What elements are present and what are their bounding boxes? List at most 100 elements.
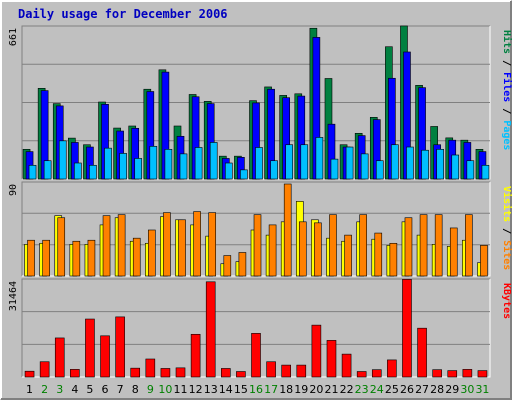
bar-sites-day-24 <box>374 232 383 277</box>
bar-kbytes-day-4 <box>70 369 80 378</box>
bar-pages-day-27 <box>421 149 429 180</box>
bar-pages-day-17 <box>270 160 278 180</box>
bar-sites-day-17 <box>268 224 277 277</box>
bar-sites-day-21 <box>329 214 337 277</box>
bar-sites-day-31 <box>480 245 488 277</box>
x-label-day-6: 6 <box>102 383 109 396</box>
kbytes-ymax-label: 31464 <box>8 281 19 311</box>
bar-kbytes-day-12 <box>190 333 201 378</box>
bar-pages-day-26 <box>406 146 414 180</box>
x-label-day-24: 24 <box>370 383 384 396</box>
bar-pages-day-18 <box>285 144 293 180</box>
bar-kbytes-day-9 <box>145 358 156 378</box>
bar-kbytes-day-16 <box>251 333 261 378</box>
x-label-day-4: 4 <box>71 383 78 396</box>
bar-kbytes-day-29 <box>447 370 458 378</box>
bar-sites-day-5 <box>87 239 96 277</box>
x-label-day-23: 23 <box>355 383 369 396</box>
chart-title: Daily usage for December 2006 <box>18 7 228 21</box>
bar-kbytes-day-21 <box>326 340 337 378</box>
bar-kbytes-day-26 <box>402 279 412 378</box>
bar-pages-day-6 <box>104 147 112 180</box>
bar-sites-day-19 <box>298 221 307 277</box>
bar-pages-day-21 <box>330 158 339 180</box>
bar-kbytes-day-17 <box>266 361 276 378</box>
bar-kbytes-day-11 <box>175 367 186 378</box>
x-label-day-27: 27 <box>415 383 429 396</box>
x-label-day-21: 21 <box>324 383 338 396</box>
bar-sites-day-18 <box>283 183 292 277</box>
legend-kbytes: KBytes <box>501 283 512 319</box>
x-label-day-9: 9 <box>147 383 154 396</box>
bar-sites-day-13 <box>208 212 217 277</box>
bar-kbytes-day-13 <box>205 281 216 378</box>
x-label-day-1: 1 <box>26 383 33 396</box>
bar-sites-day-10 <box>163 212 171 277</box>
legend-sites: Sites <box>501 240 512 270</box>
visits-legend: Visits / Sites <box>501 186 512 270</box>
bar-sites-day-2 <box>42 239 50 277</box>
bar-pages-day-3 <box>58 140 67 180</box>
bar-pages-day-9 <box>149 146 158 180</box>
bar-sites-day-1 <box>27 239 35 277</box>
bar-pages-day-11 <box>179 153 188 180</box>
bar-pages-day-14 <box>225 162 233 180</box>
bar-pages-day-10 <box>164 149 173 180</box>
x-label-day-31: 31 <box>475 383 489 396</box>
bar-sites-day-23 <box>359 214 367 277</box>
legend-visits: Visits <box>501 186 512 222</box>
bar-sites-day-29 <box>449 227 458 277</box>
bar-pages-day-8 <box>134 158 143 180</box>
bar-kbytes-day-19 <box>296 364 307 378</box>
bar-kbytes-day-3 <box>54 337 65 378</box>
bar-pages-day-13 <box>209 142 218 180</box>
bar-pages-day-16 <box>255 147 263 180</box>
x-label-day-2: 2 <box>41 383 48 396</box>
x-label-day-14: 14 <box>219 383 233 396</box>
visits-ymax-label: 90 <box>8 184 19 196</box>
bar-kbytes-day-30 <box>462 369 473 378</box>
visits-panel: 90 Visits / Sites <box>8 181 512 277</box>
bar-pages-day-19 <box>300 144 309 180</box>
bar-sites-day-12 <box>193 211 201 277</box>
x-label-day-11: 11 <box>174 383 188 396</box>
x-label-day-20: 20 <box>309 383 323 396</box>
x-label-day-7: 7 <box>117 383 124 396</box>
bar-pages-day-15 <box>240 169 248 180</box>
bar-kbytes-day-28 <box>432 369 442 378</box>
legend-files: Files <box>501 72 512 102</box>
bar-kbytes-day-23 <box>356 371 367 378</box>
bar-pages-day-4 <box>74 162 82 180</box>
x-label-day-25: 25 <box>385 383 399 396</box>
bar-kbytes-day-6 <box>100 335 110 378</box>
bar-sites-day-20 <box>314 222 322 277</box>
legend-pages: Pages <box>501 120 512 150</box>
x-label-day-28: 28 <box>430 383 444 396</box>
x-label-day-16: 16 <box>249 383 263 396</box>
x-label-day-30: 30 <box>460 383 474 396</box>
bar-pages-day-29 <box>451 154 460 180</box>
bar-sites-day-30 <box>465 214 473 277</box>
bar-kbytes-day-25 <box>387 359 397 378</box>
bar-pages-day-12 <box>194 147 203 180</box>
bar-kbytes-day-15 <box>236 371 246 378</box>
x-label-day-18: 18 <box>279 383 293 396</box>
x-label-day-13: 13 <box>204 383 218 396</box>
bar-sites-day-3 <box>57 217 66 277</box>
bar-kbytes-day-22 <box>341 353 352 378</box>
x-label-day-17: 17 <box>264 383 278 396</box>
x-label-day-5: 5 <box>86 383 93 396</box>
bar-kbytes-day-31 <box>477 370 488 378</box>
bar-pages-day-5 <box>89 164 97 180</box>
bar-kbytes-day-8 <box>130 367 141 378</box>
bar-sites-day-26 <box>404 217 413 277</box>
x-label-day-8: 8 <box>132 383 139 396</box>
bar-sites-day-25 <box>389 242 398 277</box>
bar-sites-day-11 <box>178 219 186 277</box>
bar-kbytes-day-7 <box>115 316 125 378</box>
bar-sites-day-7 <box>117 214 126 277</box>
bar-pages-day-30 <box>466 160 475 180</box>
hits-ymax-label: 661 <box>8 28 19 46</box>
bar-pages-day-28 <box>436 149 444 180</box>
bar-kbytes-day-14 <box>221 368 231 378</box>
